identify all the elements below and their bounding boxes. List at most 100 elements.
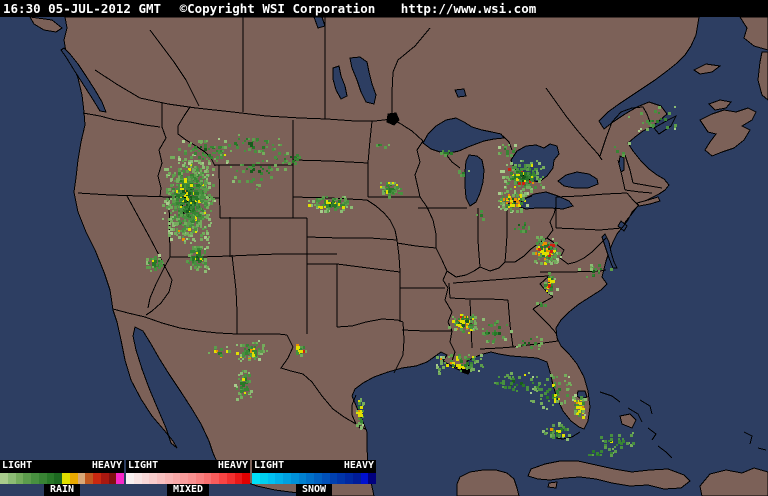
ohio-river-ky: [446, 261, 506, 278]
us-canada-border: [94, 69, 393, 122]
ontario-quebec-border: [545, 87, 603, 161]
al-fl-border: [479, 346, 514, 350]
bahamas-chain-1: [599, 391, 621, 403]
isle-of-youth: [547, 481, 558, 489]
rain-color-scale: [0, 472, 124, 484]
ny-nj-border: [626, 192, 640, 207]
mixed-label-row: MIXED: [126, 484, 250, 496]
website-url: http://www.wsi.com: [400, 1, 537, 16]
status-bar: 16:30 05-JUL-2012 GMT ©Copyright WSI Cor…: [0, 0, 768, 17]
yucatan: [456, 469, 520, 496]
nv-az-border: [147, 256, 171, 309]
ar-la-border: [401, 329, 452, 332]
lake-ontario: [557, 171, 599, 189]
ca-nv-az-border: [126, 195, 173, 316]
bahamas-chain-7: [757, 447, 767, 451]
bahamas-chain-4: [647, 427, 657, 441]
timestamp: 16:30 05-JUL-2012 GMT: [3, 1, 162, 16]
mn-wi-border: [414, 140, 424, 198]
bay-of-fundy: [653, 114, 678, 135]
chesapeake-bay: [601, 233, 618, 269]
ma-south-border: [624, 189, 653, 194]
rio-grande-border: [280, 334, 368, 431]
puget-sound: [60, 47, 107, 113]
rain-light-label: LIGHT: [2, 460, 33, 471]
mixed-heavy-label: HEAVY: [217, 460, 248, 471]
radar-echoes: [146, 106, 677, 457]
snow-heavy-label: HEAVY: [343, 460, 374, 471]
bahamas-chain-2: [639, 399, 653, 415]
lake-nipigon: [454, 88, 467, 98]
red-river-tx-ok: [336, 318, 404, 328]
ks-ok-border: [336, 263, 401, 273]
hispaniola: [699, 467, 768, 496]
border-lakewoods-superior: [391, 118, 424, 142]
wv-pa-border: [546, 205, 557, 239]
mixed-light-label: LIGHT: [128, 460, 159, 471]
al-ga-border: [507, 299, 514, 348]
pa-ny-border: [555, 192, 628, 198]
tn-west-border: [448, 282, 451, 299]
snow-color-scale: [252, 472, 376, 484]
bc-alberta-border: [149, 29, 200, 107]
us-mexico-border: [112, 308, 288, 336]
copyright-text: ©Copyright WSI Corporation: [179, 1, 376, 16]
or-id-border: [157, 126, 167, 198]
wv-va-border: [546, 237, 607, 265]
newfoundland-sliver: [757, 51, 768, 101]
border-sault: [502, 135, 513, 151]
cuba: [527, 460, 691, 490]
tx-la-border: [393, 321, 405, 374]
ky-tn-border: [452, 275, 550, 284]
wa-or-border: [82, 112, 161, 128]
rain-label: RAIN: [43, 484, 81, 496]
legend-rain-header: LIGHT HEAVY: [0, 460, 124, 472]
ny-vt-border: [617, 159, 626, 191]
red-river-border: [367, 120, 373, 164]
sc-ga-border: [532, 308, 559, 342]
wy-west-border: [218, 164, 221, 219]
va-nc-border: [540, 269, 607, 273]
newfoundland-corner: [739, 16, 768, 51]
legend-mixed-header: LIGHT HEAVY: [126, 460, 250, 472]
tn-ms-al-border: [449, 297, 509, 301]
az-nm-border: [231, 254, 238, 334]
vancouver-island: [29, 16, 63, 33]
bahamas-chain-6: [743, 431, 753, 445]
nd-sd-border: [292, 159, 369, 164]
wi-mi-border: [444, 152, 461, 169]
snow-label: SNOW: [295, 484, 333, 496]
snow-light-label: LIGHT: [254, 460, 285, 471]
mason-dixon-border: [555, 227, 623, 231]
ne-ks-border: [306, 236, 398, 241]
bahamas-chain-3: [627, 407, 643, 423]
lake-winnipeg: [349, 56, 377, 105]
manitoba-ontario-border: [391, 27, 431, 119]
mixed-color-scale: [126, 472, 250, 484]
prince-edward-island: [708, 99, 732, 111]
snow-label-row: SNOW: [252, 484, 376, 496]
islands: [29, 16, 768, 496]
in-oh-border: [504, 204, 508, 263]
il-in-border: [477, 208, 481, 268]
andros-island: [619, 413, 637, 429]
vt-nh-border: [624, 154, 634, 184]
nova-scotia: [699, 107, 757, 157]
bahamas-chain-5: [657, 445, 673, 459]
lake-winnipegosis: [332, 65, 348, 100]
maine-quebec-border: [599, 106, 653, 157]
legend-section-mixed: LIGHT HEAVY MIXED: [126, 460, 250, 496]
ma-north-border: [632, 182, 663, 189]
mixed-label: MIXED: [166, 484, 210, 496]
rain-heavy-label: HEAVY: [91, 460, 122, 471]
rain-label-row: RAIN: [0, 484, 124, 496]
nj-pa-border: [621, 206, 638, 229]
anticosti-island: [693, 63, 722, 75]
legend-snow-header: LIGHT HEAVY: [252, 460, 376, 472]
mo-west-border: [396, 239, 401, 273]
ar-east-border: [444, 287, 453, 332]
legend-section-snow: LIGHT HEAVY SNOW: [252, 460, 376, 496]
precip-legend: LIGHT HEAVY RAIN LIGHT HEAVY MIXED LIGHT…: [0, 460, 376, 496]
